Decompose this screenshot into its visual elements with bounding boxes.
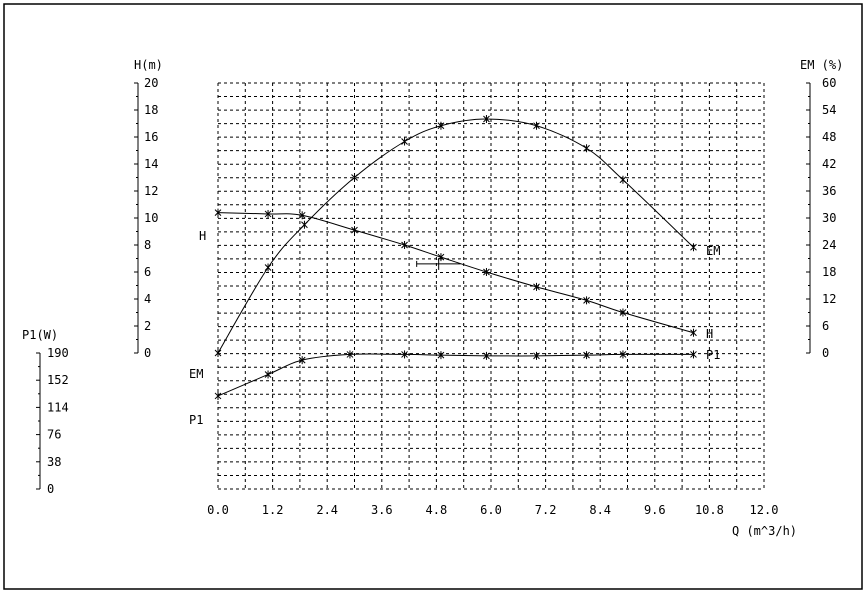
data-point-h [401, 241, 408, 249]
h-tick-label: 6 [144, 265, 151, 279]
data-point-em [619, 175, 627, 184]
p1-tick-label: 76 [47, 428, 61, 442]
h-tick-label: 2 [144, 319, 151, 333]
data-point-em [214, 349, 222, 357]
h-tick-label: 8 [144, 238, 151, 252]
h-tick-label: 14 [144, 157, 158, 171]
em-tick-label: 6 [822, 319, 829, 333]
p1-axis-label: P1(W) [22, 328, 58, 342]
x-tick-label: 4.8 [426, 503, 448, 517]
data-point-em [437, 121, 445, 130]
data-point-em [533, 121, 540, 130]
h-tick-label: 0 [144, 346, 151, 360]
data-point-p1 [533, 351, 540, 360]
curve-annotation: EM [189, 367, 203, 381]
em-axis-label: EM (%) [800, 58, 843, 72]
h-tick-label: 20 [144, 76, 158, 90]
curve-annotation: EM [706, 244, 720, 258]
x-tick-label: 6.0 [480, 503, 502, 517]
data-point-em [690, 243, 697, 252]
curve-annotation: P1 [189, 413, 203, 427]
data-point-h [583, 296, 590, 305]
data-point-h [298, 211, 306, 220]
h-tick-label: 18 [144, 103, 158, 117]
data-point-em [483, 115, 490, 123]
chart-frame [3, 3, 863, 590]
em-tick-label: 0 [822, 346, 829, 360]
x-tick-label: 12.0 [750, 503, 779, 517]
curve-annotation: H [706, 327, 713, 341]
em-tick-label: 12 [822, 292, 836, 306]
em-tick-label: 24 [822, 238, 836, 252]
data-point-p1 [214, 391, 222, 400]
p1-tick-label: 114 [47, 400, 69, 414]
h-axis-label: H(m) [134, 58, 163, 72]
data-point-p1 [264, 370, 272, 379]
em-tick-label: 36 [822, 184, 836, 198]
em-tick-label: 54 [822, 103, 836, 117]
x-tick-label: 9.6 [644, 503, 666, 517]
x-axis-label: Q (m^3/h) [732, 524, 797, 538]
em-tick-label: 60 [822, 76, 836, 90]
x-tick-label: 3.6 [371, 503, 393, 517]
data-point-em [583, 144, 590, 153]
h-tick-label: 12 [144, 184, 158, 198]
series-line-em [217, 118, 694, 354]
data-point-h [351, 226, 358, 235]
series-line-p1 [217, 353, 694, 397]
axes [36, 82, 811, 490]
data-point-em [301, 220, 308, 229]
data-point-p1 [583, 351, 590, 360]
p1-tick-label: 190 [47, 346, 69, 360]
data-point-p1 [483, 351, 490, 360]
data-point-em [264, 263, 272, 272]
data-point-h [619, 308, 627, 317]
data-point-em [351, 173, 358, 182]
data-point-p1 [346, 350, 354, 359]
p1-tick-label: 38 [47, 455, 61, 469]
data-point-p1 [619, 350, 627, 359]
data-point-h [214, 208, 222, 217]
x-tick-label: 7.2 [535, 503, 557, 517]
h-tick-label: 16 [144, 130, 158, 144]
data-point-h [533, 282, 540, 291]
x-tick-label: 10.8 [695, 503, 724, 517]
x-tick-label: 0.0 [207, 503, 229, 517]
h-tick-label: 10 [144, 211, 158, 225]
data-point-em [401, 137, 408, 146]
em-tick-label: 18 [822, 265, 836, 279]
data-point-h [690, 328, 697, 337]
data-point-p1 [437, 351, 445, 360]
curve-annotation: H [199, 229, 206, 243]
x-tick-label: 1.2 [262, 503, 284, 517]
em-tick-label: 30 [822, 211, 836, 225]
p1-tick-label: 0 [47, 482, 54, 496]
em-tick-label: 42 [822, 157, 836, 171]
grid [217, 82, 765, 490]
em-tick-label: 48 [822, 130, 836, 144]
p1-tick-label: 152 [47, 373, 69, 387]
curve-annotation: P1 [706, 348, 720, 362]
h-tick-label: 4 [144, 292, 151, 306]
data-point-p1 [298, 356, 306, 365]
data-point-p1 [690, 350, 697, 359]
x-tick-label: 8.4 [589, 503, 611, 517]
duty-point-marker [416, 257, 461, 270]
data-point-h [483, 268, 490, 276]
data-point-h [264, 209, 272, 218]
x-tick-label: 2.4 [316, 503, 338, 517]
series [214, 115, 697, 400]
labels: 0.0 1.2 2.4 3.6 4.8 6.0 7.2 8.4 9.6 10.8 12.0 Q (m^… [22, 58, 843, 538]
data-point-p1 [401, 350, 408, 359]
